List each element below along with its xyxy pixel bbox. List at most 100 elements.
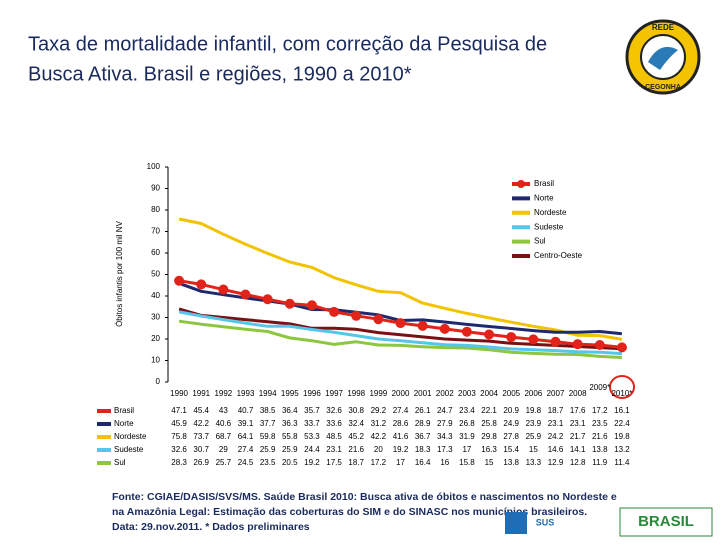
table-cell: 59.8 xyxy=(260,432,276,441)
table-cell: 39.1 xyxy=(238,419,254,428)
series-marker xyxy=(506,332,517,343)
table-cell: 17.5 xyxy=(326,458,342,467)
table-cell: 45.9 xyxy=(171,419,187,428)
table-cell: 30.8 xyxy=(348,406,364,415)
y-tick-label: 0 xyxy=(156,377,161,386)
series-marker xyxy=(306,300,317,311)
y-tick-label: 40 xyxy=(151,291,160,300)
rede-cegonha-logo: REDE CEGONHA xyxy=(625,19,701,95)
table-cell: 18.7 xyxy=(348,458,364,467)
table-cell: 16.1 xyxy=(614,406,630,415)
table-cell: 21.7 xyxy=(570,432,586,441)
table-cell: 45.4 xyxy=(193,406,209,415)
table-cell: 53.3 xyxy=(304,432,320,441)
table-cell: 16 xyxy=(440,458,449,467)
table-cell: 28.9 xyxy=(415,419,431,428)
legend-label: Sudeste xyxy=(534,222,564,231)
table-row-label: Norte xyxy=(114,419,134,428)
y-tick-label: 60 xyxy=(151,248,160,257)
table-cell: 37.7 xyxy=(260,419,276,428)
series-marker xyxy=(196,279,207,290)
table-cell: 48.5 xyxy=(326,432,342,441)
table-cell: 17.6 xyxy=(570,406,586,415)
x-tick-label: 2004 xyxy=(480,389,498,398)
table-cell: 20 xyxy=(374,445,383,454)
table-cell: 35.7 xyxy=(304,406,320,415)
table-cell: 23.1 xyxy=(548,419,564,428)
table-cell: 24.4 xyxy=(304,445,320,454)
table-cell: 21.6 xyxy=(592,432,608,441)
table-cell: 32.4 xyxy=(348,419,364,428)
table-cell: 15 xyxy=(529,445,538,454)
table-cell: 17.3 xyxy=(437,445,453,454)
table-cell: 41.6 xyxy=(393,432,409,441)
table-cell: 23.1 xyxy=(570,419,586,428)
table-cell: 24.2 xyxy=(548,432,564,441)
table-cell: 33.7 xyxy=(304,419,320,428)
table-cell: 75.8 xyxy=(171,432,187,441)
table-cell: 27.9 xyxy=(437,419,453,428)
table-cell: 19.8 xyxy=(526,406,542,415)
table-cell: 40.7 xyxy=(238,406,254,415)
y-tick-label: 30 xyxy=(151,313,160,322)
title-line: Busca Ativa. Brasil e regiões, 1990 a 20… xyxy=(28,63,412,85)
series-marker xyxy=(550,336,561,347)
series-marker xyxy=(262,294,273,305)
legend-label: Nordeste xyxy=(534,208,567,217)
x-tick-label: 2002 xyxy=(436,389,454,398)
table-cell: 32.6 xyxy=(326,406,342,415)
table-cell: 36.4 xyxy=(282,406,298,415)
table-cell: 11.4 xyxy=(614,458,630,467)
table-cell: 42.2 xyxy=(193,419,209,428)
footer: Fonte: CGIAE/DASIS/SVS/MS. Saúde Brasil … xyxy=(112,491,713,537)
table-cell: 14.1 xyxy=(570,445,586,454)
series-line xyxy=(178,307,622,351)
legend-label: Norte xyxy=(534,194,554,203)
table-cell: 47.1 xyxy=(171,406,187,415)
x-tick-label: 1998 xyxy=(347,389,365,398)
brasil-logo xyxy=(619,507,713,537)
y-axis-label: Óbitos infantis por 100 mil NV xyxy=(115,220,124,326)
x-tick-label: 1993 xyxy=(237,389,255,398)
x-tick-label: 2009* xyxy=(589,383,610,392)
table-cell: 13.3 xyxy=(526,458,542,467)
series-marker xyxy=(572,339,583,350)
table-cell: 22.4 xyxy=(614,419,630,428)
table-cell: 20.5 xyxy=(282,458,298,467)
series-marker xyxy=(351,310,362,321)
table-cell: 24.5 xyxy=(238,458,254,467)
table-cell: 23.9 xyxy=(526,419,542,428)
x-tick-label: 2007 xyxy=(547,389,565,398)
table-cell: 26.9 xyxy=(193,458,209,467)
table-cell: 26.1 xyxy=(415,406,431,415)
table-swatch xyxy=(97,448,111,452)
legend-marker xyxy=(517,180,525,188)
x-tick-label: 1990 xyxy=(170,389,188,398)
table-cell: 23.5 xyxy=(592,419,608,428)
series-marker xyxy=(174,275,185,286)
x-tick-label: 1997 xyxy=(325,389,343,398)
table-cell: 55.8 xyxy=(282,432,298,441)
table-cell: 20.9 xyxy=(503,406,519,415)
table-cell: 29.2 xyxy=(371,406,387,415)
series-marker xyxy=(329,306,340,317)
table-row-label: Sul xyxy=(114,458,126,467)
table-cell: 36.3 xyxy=(282,419,298,428)
title-line: Taxa de mortalidade infantil, com correç… xyxy=(28,33,547,55)
table-cell: 23.1 xyxy=(326,445,342,454)
y-tick-label: 20 xyxy=(151,334,160,343)
table-cell: 17.2 xyxy=(371,458,387,467)
table-cell: 13.8 xyxy=(592,445,608,454)
series-marker xyxy=(417,320,428,331)
x-tick-label: 1999 xyxy=(369,389,387,398)
series-marker xyxy=(240,289,251,300)
table-cell: 18.7 xyxy=(548,406,564,415)
y-tick-label: 50 xyxy=(151,270,160,279)
table-swatch xyxy=(97,435,111,439)
series-marker xyxy=(373,314,384,325)
x-tick-label: 1995 xyxy=(281,389,299,398)
table-cell: 25.9 xyxy=(282,445,298,454)
x-tick-label: 2006 xyxy=(524,389,542,398)
